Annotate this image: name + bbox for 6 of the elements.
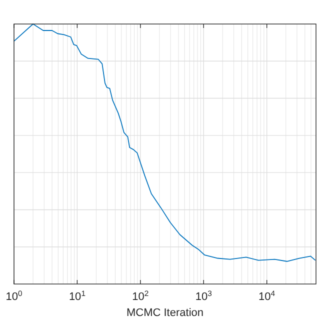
x-tick-label: 10$^{0}$ (6, 288, 22, 303)
x-axis-title: MCMC Iteration (126, 307, 204, 319)
x-tick-label: 10$^{2}$ (132, 288, 149, 303)
x-tick-label: 10$^{1}$ (68, 288, 86, 303)
x-tick-label: 10$^{3}$ (195, 288, 212, 303)
x-tick-label: 10$^{4}$ (258, 288, 276, 303)
